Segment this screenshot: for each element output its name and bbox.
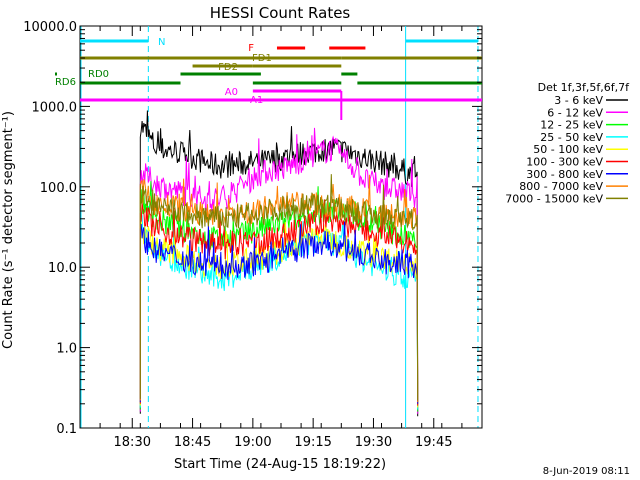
y-tick-label: 100.0	[40, 181, 77, 196]
state-label-a1: A1	[250, 95, 263, 106]
x-axis-label: Start Time (24-Aug-15 18:19:22)	[174, 457, 386, 472]
series-group	[139, 110, 419, 417]
x-tick-label: 19:15	[294, 435, 331, 450]
legend-label: 12 - 25 keV	[540, 119, 603, 132]
legend-label: 7000 - 15000 keV	[505, 192, 603, 205]
legend-label: 3 - 6 keV	[554, 94, 603, 107]
state-label-rd6: RD6	[55, 77, 76, 88]
x-tick-label: 18:45	[174, 435, 211, 450]
state-label-n: N	[158, 37, 165, 48]
y-tick-label: 10000.0	[23, 20, 77, 35]
x-tick-label: 19:45	[415, 435, 452, 450]
legend-label: 800 - 7000 keV	[519, 180, 603, 193]
state-label-fd2: FD2	[218, 62, 238, 73]
series-line-300-800-kev	[139, 221, 419, 404]
legend-label: 25 - 50 keV	[540, 131, 603, 144]
legend-label: 6 - 12 keV	[547, 106, 603, 119]
timestamp-text: 8-Jun-2019 08:11	[543, 466, 630, 477]
legend-label: 100 - 300 keV	[526, 156, 603, 169]
state-label-fd1: FD1	[252, 53, 272, 64]
legend-title: Det 1f,3f,5f,6f,7f	[538, 81, 631, 94]
y-tick-label: 0.1	[56, 422, 77, 437]
y-tick-label: 1.0	[56, 342, 77, 357]
x-tick-label: 18:30	[114, 435, 151, 450]
x-tick-label: 19:00	[234, 435, 271, 450]
series-line-25-50-kev	[139, 211, 419, 410]
series-line-100-300-kev	[139, 199, 419, 406]
legend-label: 50 - 100 keV	[533, 143, 603, 156]
y-tick-label: 10.0	[48, 261, 77, 276]
state-label-f: F	[248, 43, 254, 54]
series-line-6-12-kev	[139, 127, 419, 414]
chart-title: HESSI Count Rates	[210, 4, 351, 22]
y-tick-label: 1000.0	[32, 100, 78, 115]
axis-ticks: 0.1 1.0 10.0 100.0 1000.0 10000.0 18:30 18:45 19…	[23, 20, 483, 450]
x-tick-label: 19:30	[355, 435, 392, 450]
series-line-7000-15000-kev	[139, 174, 419, 401]
state-label-a0: A0	[225, 87, 238, 98]
state-label-rd0: RD0	[88, 69, 109, 80]
legend-label: 300 - 800 keV	[526, 168, 603, 181]
y-axis-label: Count Rate (s⁻¹ detector segment⁻¹)	[1, 111, 16, 349]
